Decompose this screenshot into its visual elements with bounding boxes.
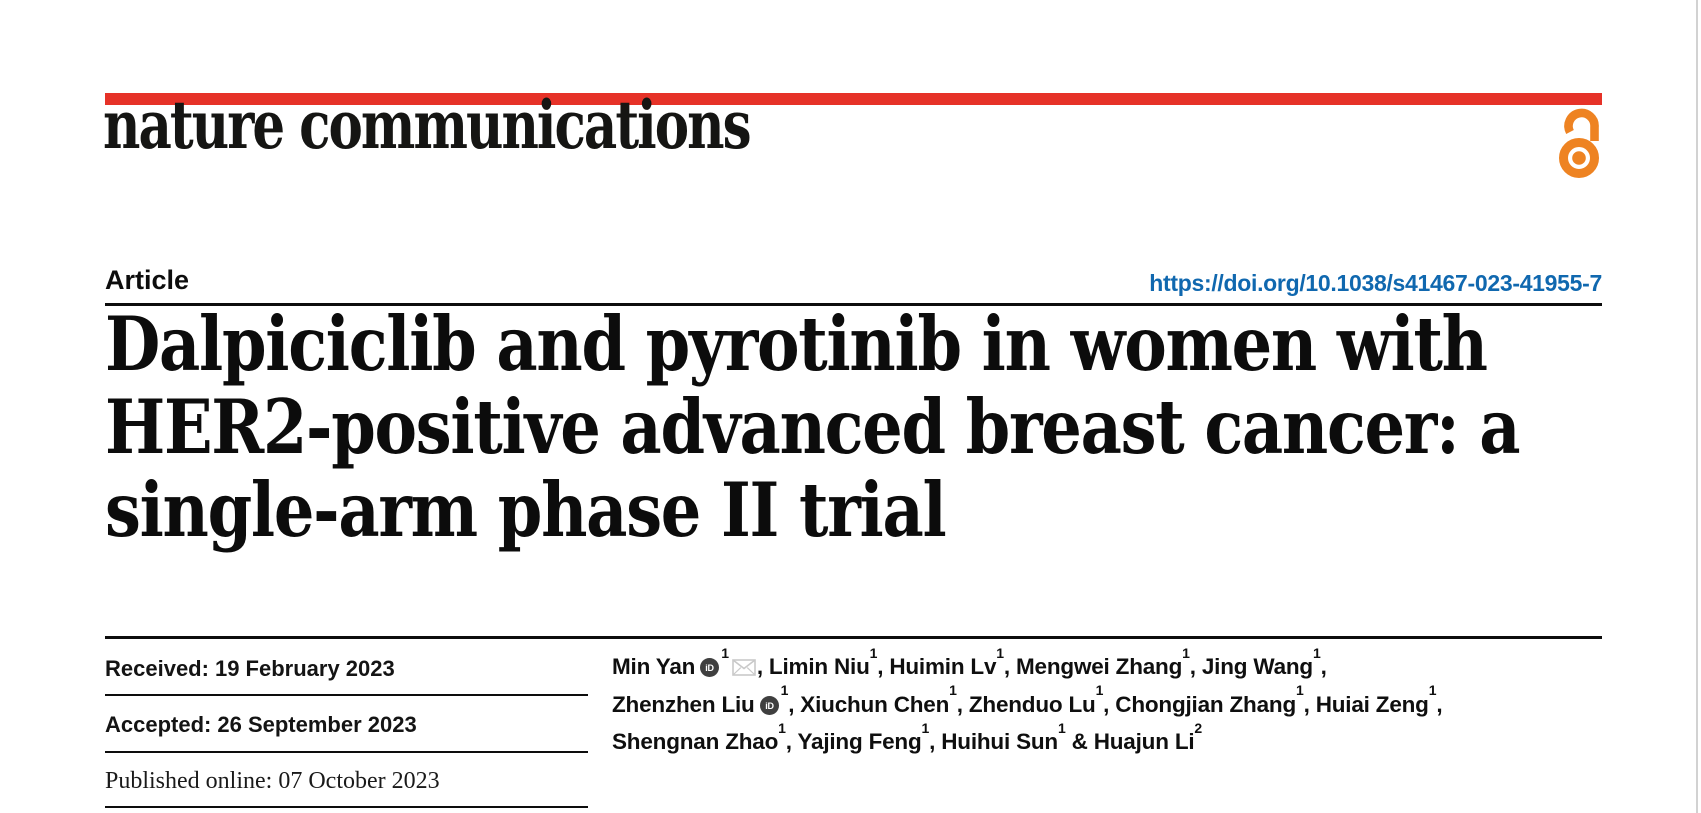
separator: , [1103,691,1116,717]
header-rule [105,303,1602,306]
affiliation-sup: 2 [1194,719,1203,736]
affiliation-sup: 1 [1428,682,1437,698]
author-name: Chongjian Zhang [1115,691,1297,717]
author-name: Limin Niu [768,654,870,679]
received-accepted-divider [105,694,588,697]
journal-red-bar [105,93,1602,105]
accepted-label: Accepted: [105,712,212,737]
received-label: Received: [105,656,209,681]
affiliation-sup: 1 [869,644,878,661]
svg-text:iD: iD [705,663,714,673]
published-value: 07 October 2023 [278,768,440,794]
author-name: Huiai Zeng [1315,691,1429,717]
separator: , [1303,691,1316,717]
author-name: Yajing Feng [797,729,922,754]
separator: , [788,691,801,717]
article-type-label: Article [105,265,190,295]
received-value: 19 February 2023 [214,656,395,681]
affiliation-sup: 1 [778,719,786,736]
doi-link[interactable]: https://doi.org/10.1038/s41467-023-41955… [1149,270,1602,296]
separator: , [956,691,969,717]
author-line-1: Min Yan iD 1, Limin Niu1, Huimin Lv1, Meng… [612,646,1612,688]
author-name: Zhenduo Lu [968,691,1096,717]
metadata-bottom-rule [105,806,588,809]
accepted-published-divider [105,751,588,754]
separator: , [929,729,942,754]
title-line-3: single-arm phase II trial [105,466,947,554]
title-line-1: Dalpiciclib and pyrotinib in women with [105,300,1488,388]
affiliation-sup: 1 [1296,682,1304,698]
affiliation-sup: 1 [721,644,729,661]
author-list: Min Yan iD 1, Limin Niu1, Huimin Lv1, Meng… [612,646,1612,760]
separator: , [1189,654,1202,679]
accepted-value: 26 September 2023 [217,712,417,737]
affiliation-sup: 1 [921,719,930,736]
separator: & [1065,729,1094,754]
author-line-2: Zhenzhen Liu iD 1, Xiuchun Chen1, Zhenduo … [612,683,1612,726]
separator: , [785,729,798,754]
open-access-icon [1556,103,1602,186]
published-date: Published online: 07 October 2023 [105,768,440,795]
envelope-icon[interactable] [732,652,756,687]
author-line-3: Shengnan Zhao1, Yajing Feng1, Huihui Sun… [612,721,1612,760]
title-line-2: HER2-positive advanced breast cancer: a [105,383,1521,471]
page-right-edge [1696,0,1698,813]
separator: , [1003,654,1016,679]
author-name: Shengnan Zhao [612,729,779,754]
author-name: Jing Wang [1201,654,1313,679]
affiliation-sup: 1 [780,682,789,698]
paper-title: Dalpiciclib and pyrotinib in women with … [105,300,1521,554]
separator: , [877,654,890,679]
metadata-top-rule [105,636,1602,639]
separator: , [1436,691,1443,717]
affiliation-sup: 1 [1095,682,1104,698]
journal-wordmark: nature communications [103,86,752,164]
accepted-date: Accepted: 26 September 2023 [105,712,417,738]
affiliation-sup: 1 [949,682,957,698]
affiliation-sup: 1 [1057,719,1066,736]
affiliation-sup: 1 [996,644,1004,661]
received-date: Received: 19 February 2023 [105,656,395,682]
author-name: Mengwei Zhang [1016,654,1183,679]
author-name: Huajun Li [1093,729,1195,754]
published-label: Published online: [105,768,273,794]
separator: , [756,654,769,679]
affiliation-sup: 1 [1312,644,1321,661]
affiliation-sup: 1 [1182,644,1190,661]
separator: , [1320,654,1327,679]
author-name: Min Yan [612,654,696,679]
orcid-icon[interactable]: iD [759,691,779,726]
orcid-icon[interactable]: iD [700,653,720,688]
author-name: Xiuchun Chen [800,691,950,717]
author-name: Huihui Sun [941,729,1058,754]
svg-text:iD: iD [765,701,774,711]
author-name: Zhenzhen Liu [612,691,755,717]
author-name: Huimin Lv [889,654,997,679]
